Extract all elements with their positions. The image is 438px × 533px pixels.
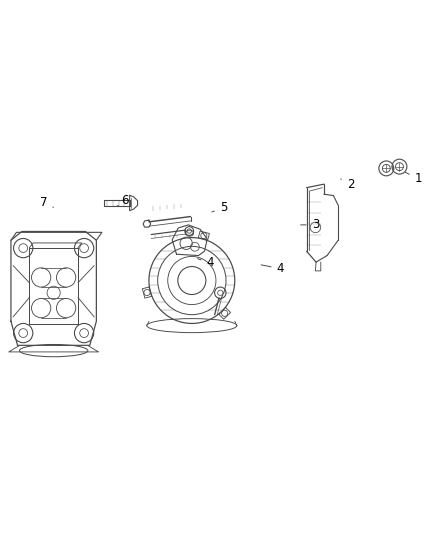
Text: 5: 5: [212, 201, 227, 214]
Text: 1: 1: [406, 172, 422, 185]
Text: 2: 2: [341, 177, 354, 191]
Text: 4: 4: [261, 262, 284, 275]
Text: 3: 3: [300, 219, 319, 231]
Text: 6: 6: [117, 195, 129, 207]
Text: 4: 4: [198, 256, 214, 270]
Text: 7: 7: [40, 196, 53, 208]
